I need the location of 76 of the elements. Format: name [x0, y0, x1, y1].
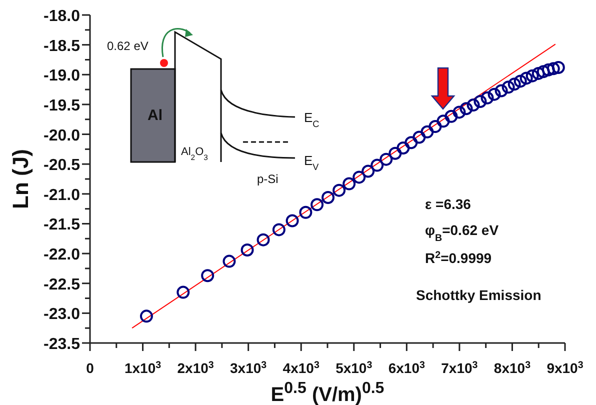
y-tick-label: -23.0: [44, 306, 80, 324]
y-tick-label: -20.0: [44, 127, 80, 144]
x-tick-label: 4x10$^{3}$: [282, 360, 320, 376]
point: [480, 91, 494, 104]
y-tick-label: -18.5: [44, 38, 80, 55]
y-tick-label: -19.0: [44, 68, 80, 85]
point: [532, 66, 545, 80]
point: [286, 214, 299, 228]
point: [310, 198, 324, 212]
annotation: Al: [148, 107, 162, 124]
point: [474, 94, 487, 108]
y-tick-label: -18.0: [44, 8, 80, 25]
point: [412, 130, 426, 144]
annotation: ε =6.36: [425, 196, 472, 212]
point: [436, 114, 450, 128]
y-tick-label: -22.0: [44, 246, 80, 264]
point: [240, 243, 254, 256]
point: [552, 60, 565, 74]
y-tick-label: -22.5: [44, 276, 80, 294]
y-tick-label: -19.5: [44, 97, 80, 114]
point: [201, 269, 214, 282]
point: [404, 136, 418, 150]
annotation: Al$_{2}$O$_{3}$: [181, 146, 208, 162]
point: [488, 88, 501, 101]
point: [140, 310, 153, 323]
y-tick-label: -23.5: [44, 336, 80, 353]
point: [494, 84, 508, 98]
point: [256, 233, 270, 246]
point: [362, 164, 375, 178]
y-tick-label: -21.0: [44, 186, 80, 204]
point: [428, 120, 442, 134]
point: [272, 223, 286, 236]
point: [502, 80, 515, 94]
point: [342, 177, 356, 190]
point: [444, 110, 458, 123]
point: [176, 286, 190, 299]
point: [536, 65, 550, 78]
point: [526, 69, 539, 82]
point: [514, 74, 527, 88]
point: [542, 63, 555, 76]
point: [388, 146, 402, 160]
annotation: φ$_{B}$=0.62 eV: [425, 222, 500, 244]
point: [299, 206, 312, 219]
point: [466, 98, 480, 112]
annotation: 0.62 eV: [107, 39, 148, 53]
x-tick-label: 3x10$^{3}$: [230, 360, 268, 376]
x-tick-label: 6x10$^{3}$: [388, 360, 426, 376]
point: [546, 62, 560, 76]
annotation: R$^{2}$=0.9999: [425, 250, 492, 266]
x-tick-label: 2x10$^{3}$: [177, 360, 214, 376]
point: [420, 125, 434, 138]
x-tick-label: 8x10$^{3}$: [494, 360, 532, 376]
x-tick-label: 9x10$^{3}$: [546, 360, 584, 376]
x-tick-label: 0: [86, 360, 94, 376]
point: [370, 158, 384, 172]
point: [352, 170, 366, 184]
point: [396, 141, 410, 154]
annotation: E$_{C}$: [304, 110, 320, 129]
point: [520, 72, 533, 85]
annotation: Schottky Emission: [416, 287, 542, 303]
y-tick-label: -21.5: [44, 216, 80, 234]
point: [452, 106, 466, 119]
x-axis-title: E$^{0.5}$ (V/m)$^{0.5}$: [270, 380, 384, 405]
annotation: E$_{V}$: [304, 153, 320, 172]
y-axis-title: Ln (J): [8, 149, 33, 209]
point: [380, 152, 393, 166]
point: [508, 78, 521, 91]
point: [322, 190, 335, 204]
point: [332, 184, 346, 197]
x-tick-label: 7x10$^{3}$: [441, 360, 478, 376]
annotation: p-Si: [257, 172, 278, 186]
x-tick-label: 5x10$^{3}$: [336, 360, 373, 376]
point: [460, 102, 473, 116]
point: [222, 254, 236, 268]
x-tick-label: 1x10$^{3}$: [124, 360, 162, 376]
y-tick-label: -20.5: [44, 157, 80, 174]
